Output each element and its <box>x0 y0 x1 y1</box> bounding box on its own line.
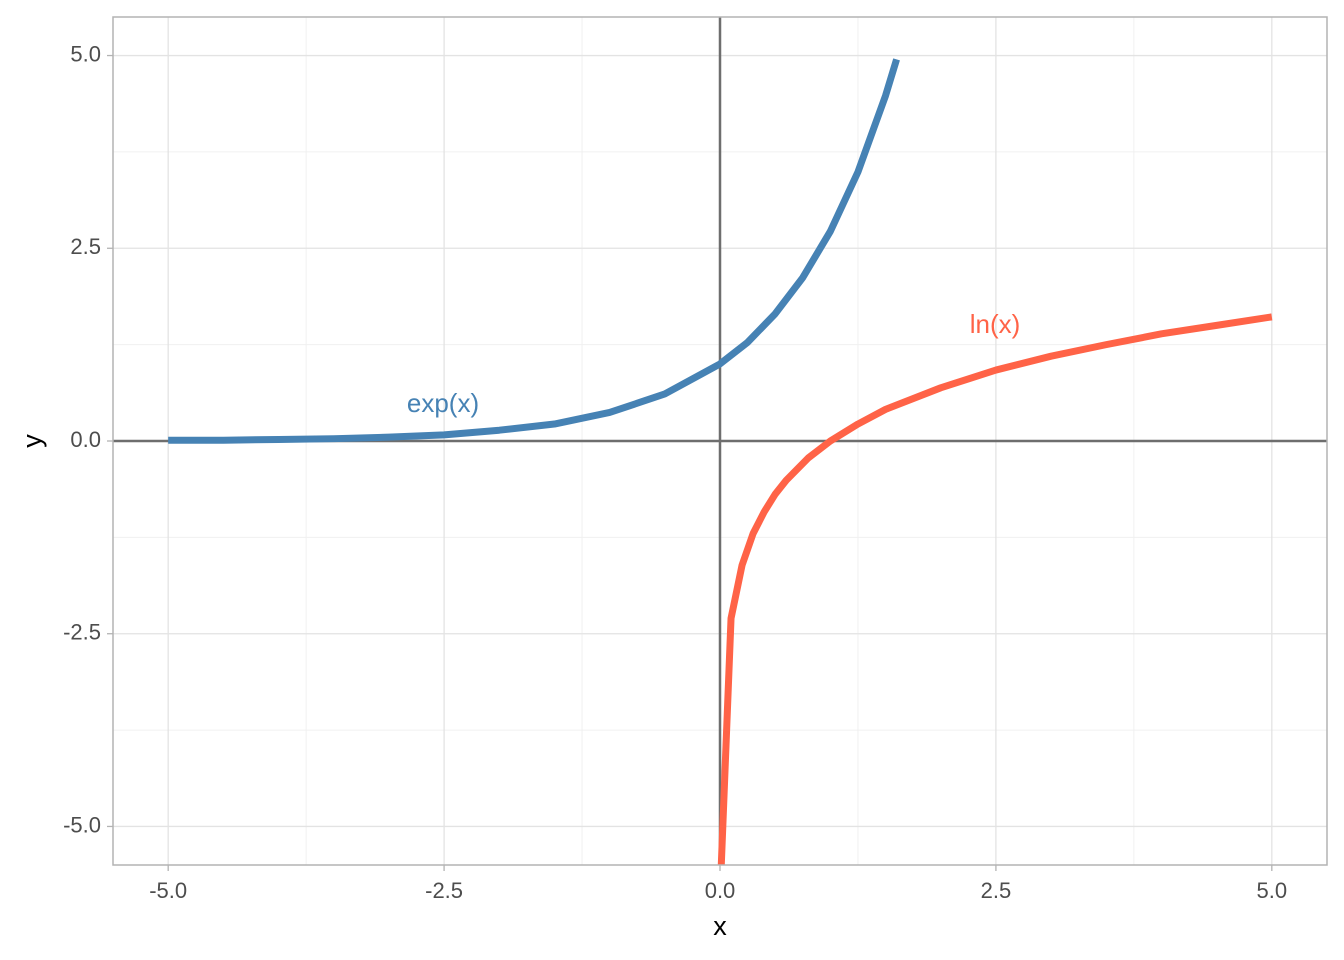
x-tick-label: 0.0 <box>705 878 736 903</box>
x-tick-label: 2.5 <box>981 878 1012 903</box>
y-tick-label: -5.0 <box>63 812 101 837</box>
line-series <box>717 313 1273 865</box>
y-tick-label: -2.5 <box>63 620 101 645</box>
x-axis-title: x <box>713 911 727 941</box>
y-axis-title: y <box>17 434 47 448</box>
x-tick-label: 5.0 <box>1257 878 1288 903</box>
series-label: exp(x) <box>407 388 479 418</box>
x-tick-label: -2.5 <box>425 878 463 903</box>
y-tick-label: 0.0 <box>70 427 101 452</box>
y-tick-label: 5.0 <box>70 41 101 66</box>
series-label: ln(x) <box>970 309 1021 339</box>
panel-border <box>112 16 1328 866</box>
line-series <box>168 58 900 444</box>
x-tick-label: -5.0 <box>149 878 187 903</box>
y-tick-label: 2.5 <box>70 234 101 259</box>
